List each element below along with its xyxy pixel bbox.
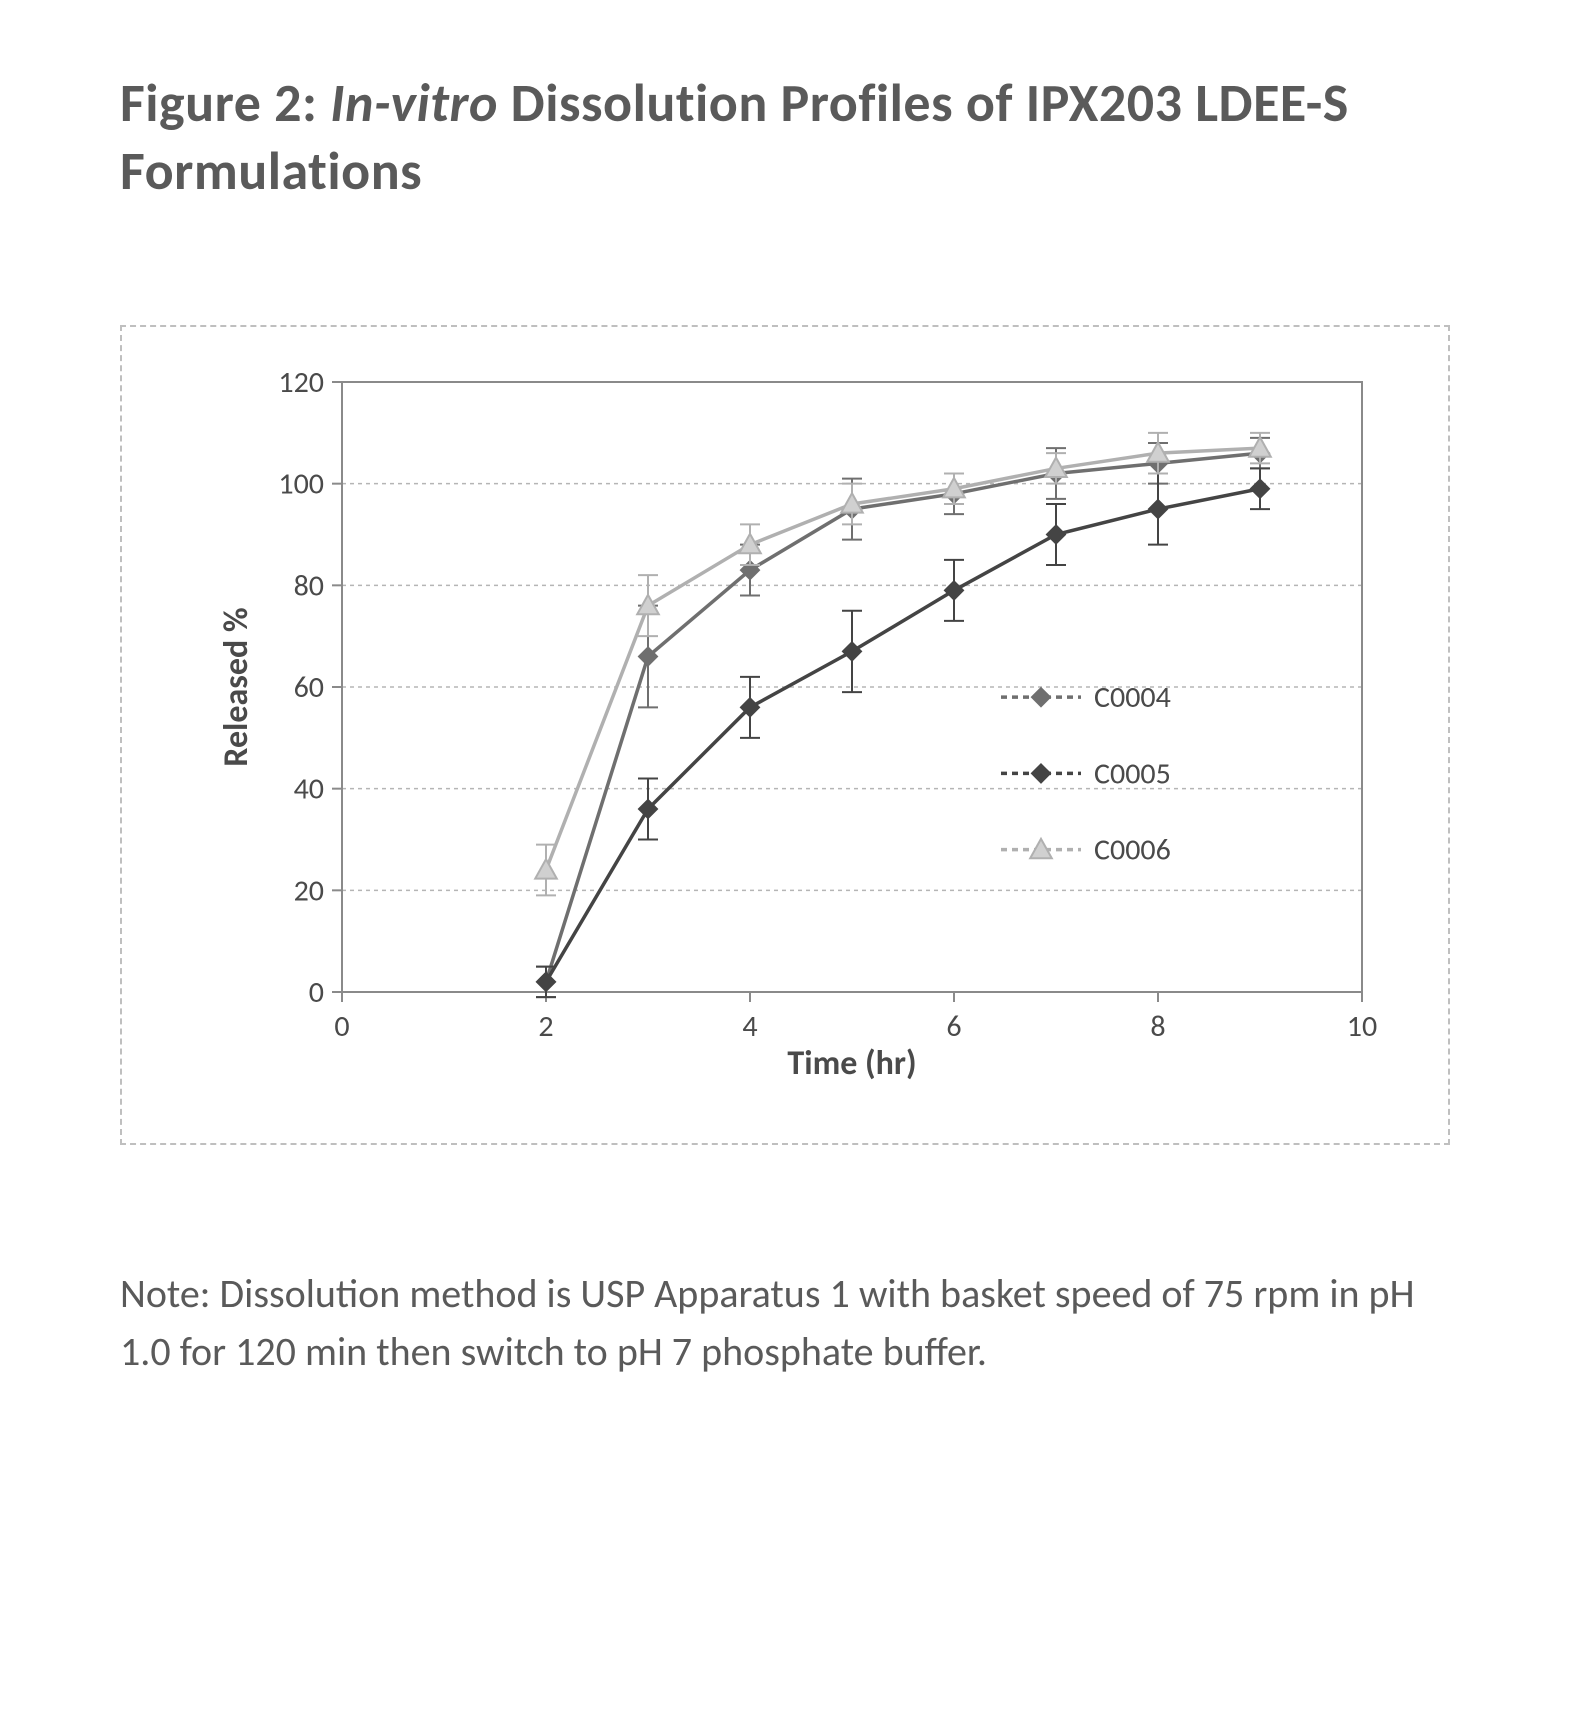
svg-text:4: 4 <box>742 1008 757 1045</box>
svg-text:100: 100 <box>278 466 324 503</box>
figure-title: Figure 2: In-vitro Dissolution Profiles … <box>120 70 1477 205</box>
svg-text:0: 0 <box>334 1008 349 1045</box>
svg-text:120: 120 <box>278 364 324 401</box>
figure-note: Note: Dissolution method is USP Apparatu… <box>120 1265 1470 1381</box>
chart-frame: 0246810020406080100120Released %Time (hr… <box>120 325 1450 1145</box>
dissolution-chart: 0246810020406080100120Released %Time (hr… <box>192 362 1392 1102</box>
svg-text:20: 20 <box>294 872 324 909</box>
svg-text:6: 6 <box>946 1008 961 1045</box>
svg-text:Time (hr): Time (hr) <box>787 1043 916 1084</box>
svg-text:C0005: C0005 <box>1094 755 1171 792</box>
svg-text:40: 40 <box>294 771 324 808</box>
title-prefix: Figure 2: <box>120 70 330 136</box>
svg-text:80: 80 <box>294 567 324 604</box>
svg-text:10: 10 <box>1347 1008 1377 1045</box>
svg-text:C0006: C0006 <box>1094 832 1171 869</box>
svg-text:0: 0 <box>309 974 324 1011</box>
svg-text:Released %: Released % <box>216 607 257 766</box>
svg-text:2: 2 <box>538 1008 553 1045</box>
svg-text:60: 60 <box>294 669 324 706</box>
svg-text:C0004: C0004 <box>1094 679 1171 716</box>
svg-text:8: 8 <box>1150 1008 1165 1045</box>
title-italic: In-vitro <box>330 70 498 136</box>
